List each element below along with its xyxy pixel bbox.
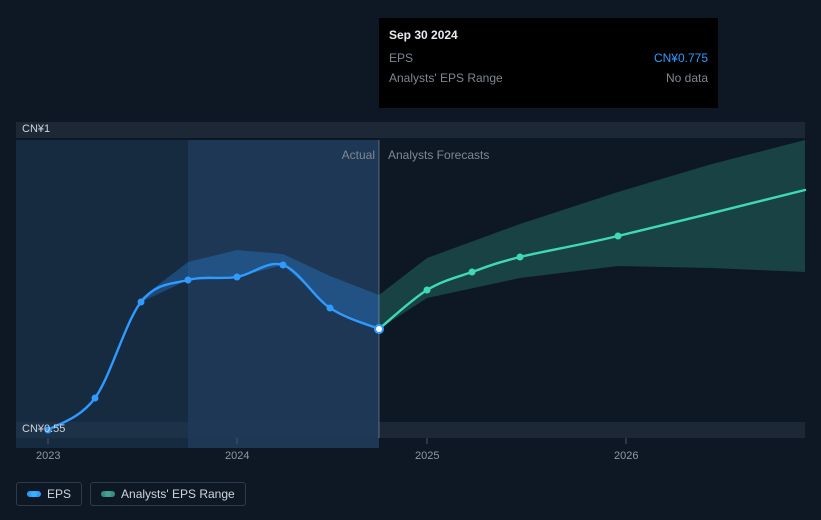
- tooltip-value: No data: [666, 69, 708, 87]
- tooltip-label: Analysts' EPS Range: [389, 69, 503, 87]
- region-label-actual: Actual: [0, 148, 375, 162]
- y-axis-label-top: CN¥1: [22, 123, 50, 135]
- legend-item-range[interactable]: Analysts' EPS Range: [90, 482, 246, 506]
- legend-item-eps[interactable]: EPS: [16, 482, 82, 506]
- legend-swatch: [101, 491, 115, 497]
- legend-label: EPS: [47, 487, 71, 501]
- chart-tooltip: Sep 30 2024 EPS CN¥0.775 Analysts' EPS R…: [379, 18, 718, 108]
- legend-swatch: [27, 491, 41, 497]
- x-axis-label: 2026: [614, 450, 638, 462]
- tooltip-value: CN¥0.775: [654, 49, 708, 67]
- tooltip-row: Analysts' EPS Range No data: [389, 68, 708, 88]
- tooltip-date: Sep 30 2024: [389, 26, 708, 44]
- legend: EPS Analysts' EPS Range: [16, 482, 246, 506]
- region-label-forecast: Analysts Forecasts: [388, 148, 489, 162]
- x-axis-label: 2025: [415, 450, 439, 462]
- y-axis-label-bottom: CN¥0.55: [22, 423, 65, 435]
- tooltip-label: EPS: [389, 49, 413, 67]
- x-axis-label: 2024: [225, 450, 249, 462]
- x-axis-label: 2023: [36, 450, 60, 462]
- legend-label: Analysts' EPS Range: [121, 487, 235, 501]
- tooltip-row: EPS CN¥0.775: [389, 48, 708, 68]
- eps-chart: Sep 30 2024 EPS CN¥0.775 Analysts' EPS R…: [0, 0, 821, 520]
